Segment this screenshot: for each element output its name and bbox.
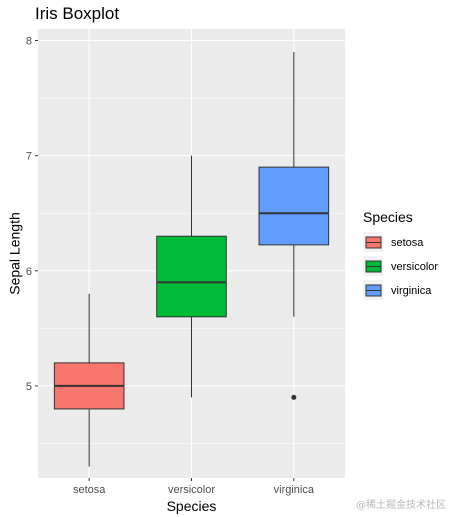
y-tick-label: 7 xyxy=(26,151,32,163)
box-virginica xyxy=(258,52,330,400)
legend-title: Species xyxy=(363,209,413,225)
y-axis-label: Sepal Length xyxy=(7,212,23,295)
box-body xyxy=(258,166,330,246)
box-versicolor xyxy=(156,155,227,398)
y-tick-label: 8 xyxy=(26,36,32,48)
y-tick-label: 6 xyxy=(26,266,32,278)
legend-label: versicolor xyxy=(391,261,438,273)
x-tick-label: versicolor xyxy=(168,484,215,496)
legend-item-virginica: virginica xyxy=(363,280,432,300)
x-axis-label: Species xyxy=(167,498,217,514)
box-body xyxy=(156,235,227,318)
legend-item-setosa: setosa xyxy=(363,232,424,252)
box-setosa xyxy=(53,293,125,467)
x-tick-label: virginica xyxy=(274,484,315,496)
legend-label: setosa xyxy=(391,237,424,249)
outlier-point xyxy=(291,394,297,400)
chart-title: Iris Boxplot xyxy=(35,4,120,23)
legend: Species setosa versicolor virginica xyxy=(363,209,438,300)
legend-item-versicolor: versicolor xyxy=(363,256,438,276)
y-tick-label: 5 xyxy=(26,381,32,393)
x-tick-label: setosa xyxy=(73,484,106,496)
boxes xyxy=(53,52,330,467)
axes: 5 6 7 8 setosa versicolor virginica xyxy=(26,36,315,496)
legend-label: virginica xyxy=(391,285,432,297)
watermark: @稀土掘金技术社区 xyxy=(356,500,446,511)
